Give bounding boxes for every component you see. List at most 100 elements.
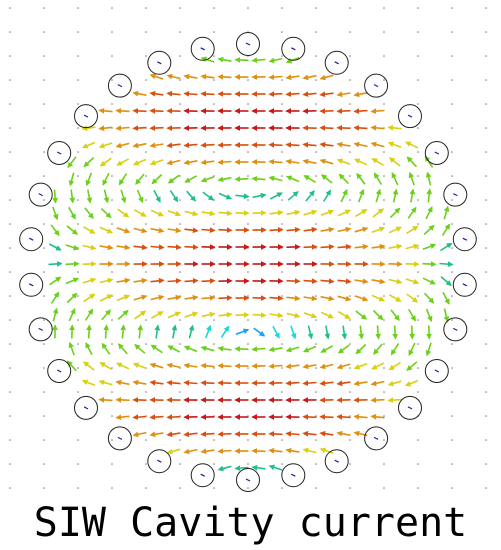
vector-arrow-icon: [358, 325, 365, 340]
via-current-speck: [38, 193, 43, 197]
grid-dot: [451, 199, 453, 201]
grid-dot: [111, 463, 113, 465]
grid-dot: [111, 223, 113, 225]
vector-arrow-icon: [201, 278, 216, 284]
grid-dot: [349, 175, 351, 177]
vector-arrow-icon: [98, 107, 113, 114]
grid-dot: [485, 79, 487, 81]
vector-arrow-icon: [252, 312, 267, 318]
vector-arrow-icon: [200, 431, 215, 437]
vector-arrow-icon: [424, 292, 435, 304]
via-current-speck: [434, 369, 440, 373]
grid-dot: [247, 463, 249, 465]
vector-arrow-icon: [353, 362, 368, 370]
via-current-speck: [38, 327, 43, 331]
vector-arrow-icon: [217, 159, 232, 166]
via-current-speck: [434, 151, 440, 155]
vector-arrow-icon: [388, 243, 403, 250]
vector-arrow-icon: [167, 227, 182, 234]
vector-arrow-icon: [200, 380, 215, 386]
vector-arrow-icon: [149, 379, 164, 386]
vector-arrow-icon: [132, 108, 147, 114]
vector-arrow-icon: [370, 397, 385, 403]
vector-arrow-icon: [269, 227, 284, 233]
vector-arrow-icon: [354, 158, 368, 166]
via-current-speck: [334, 459, 339, 463]
vector-arrow-icon: [337, 295, 352, 302]
vector-arrow-icon: [117, 343, 128, 355]
grid-dot: [77, 127, 79, 129]
vector-arrow-icon: [98, 397, 113, 403]
grid-dot: [213, 103, 215, 105]
grid-dot: [451, 487, 453, 489]
vector-arrow-icon: [405, 141, 419, 149]
grid-dot: [349, 319, 351, 321]
vector-arrow-icon: [286, 209, 301, 216]
grid-dot: [417, 391, 419, 393]
grid-dot: [383, 295, 385, 297]
vector-arrow-icon: [337, 310, 351, 320]
grid-dot: [451, 463, 453, 465]
via-circle-icon: [236, 468, 260, 492]
grid-dot: [213, 367, 215, 369]
grid-dot: [383, 7, 385, 9]
via-circle-icon: [107, 73, 132, 98]
grid-dot: [145, 55, 147, 57]
grid-dot: [383, 103, 385, 105]
grid-dot: [281, 7, 283, 9]
grid-dot: [383, 151, 385, 153]
via-current-speck: [83, 406, 89, 410]
current-arrows: [48, 56, 454, 472]
vector-arrow-icon: [269, 192, 283, 200]
vector-arrow-icon: [66, 225, 78, 235]
grid-dot: [213, 319, 215, 321]
via-current-speck: [56, 369, 62, 373]
figure-caption: SIW Cavity current: [33, 500, 468, 546]
vector-arrow-icon: [153, 189, 161, 203]
vector-arrow-icon: [83, 226, 96, 234]
vector-arrow-icon: [166, 379, 181, 386]
grid-dot: [485, 295, 487, 297]
grid-dot: [9, 31, 11, 33]
grid-dot: [77, 343, 79, 345]
vector-arrow-icon: [167, 174, 180, 184]
grid-dot: [349, 463, 351, 465]
vector-arrow-icon: [269, 312, 284, 319]
vector-arrow-icon: [336, 158, 351, 165]
vector-arrow-icon: [251, 346, 266, 353]
grid-dot: [145, 31, 147, 33]
grid-dot: [451, 367, 453, 369]
vector-arrow-icon: [336, 141, 351, 148]
grid-dot: [145, 223, 147, 225]
grid-dot: [145, 439, 147, 441]
vector-arrow-icon: [251, 464, 266, 471]
grid-dot: [315, 463, 317, 465]
vector-arrow-icon: [149, 125, 164, 131]
grid-dot: [213, 271, 215, 273]
vector-arrow-icon: [408, 308, 416, 322]
grid-dot: [179, 391, 181, 393]
vector-arrow-icon: [302, 380, 317, 387]
grid-dot: [179, 175, 181, 177]
via-circle-icon: [364, 426, 389, 451]
grid-dot: [349, 223, 351, 225]
vector-arrow-icon: [167, 277, 182, 284]
grid-dot: [417, 151, 419, 153]
vector-arrow-icon: [115, 108, 130, 114]
vector-arrow-icon: [184, 278, 199, 284]
grid-dot: [417, 295, 419, 297]
vector-arrow-icon: [66, 360, 77, 372]
vector-arrow-icon: [336, 414, 351, 420]
vector-arrow-icon: [85, 172, 93, 187]
grid-dot: [179, 463, 181, 465]
grid-dot: [77, 367, 79, 369]
vector-arrow-icon: [99, 157, 112, 167]
vector-arrow-icon: [166, 414, 181, 420]
grid-dot: [485, 151, 487, 153]
vector-arrow-icon: [120, 189, 127, 204]
grid-dot: [247, 319, 249, 321]
grid-dot: [417, 199, 419, 201]
grid-dot: [43, 391, 45, 393]
vector-arrow-icon: [319, 125, 334, 131]
grid-dot: [485, 487, 487, 489]
